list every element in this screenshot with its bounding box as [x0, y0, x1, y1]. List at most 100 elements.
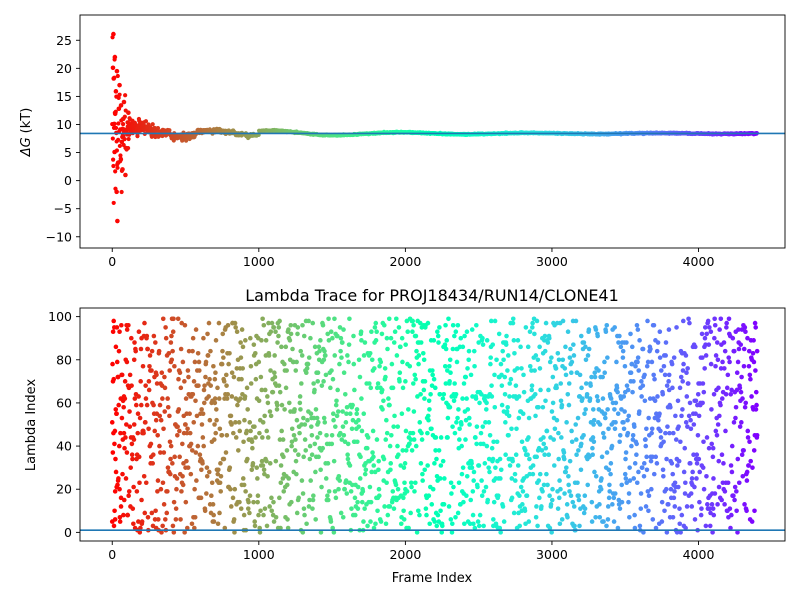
lambda-point [257, 430, 262, 436]
lambda-point [747, 372, 753, 378]
lambda-point [268, 329, 274, 335]
lambda-point [284, 482, 290, 488]
lambda-point [635, 355, 641, 360]
lambda-point [245, 506, 251, 511]
lambda-point [554, 417, 560, 423]
lambda-point [310, 497, 316, 503]
lambda-point [494, 357, 499, 363]
lambda-point [566, 482, 571, 488]
x-tick-label: 4000 [683, 254, 715, 269]
lambda-point [266, 320, 271, 326]
lambda-point [171, 316, 176, 322]
lambda-point [476, 523, 482, 529]
lambda-point [259, 458, 265, 464]
lambda-point [474, 322, 479, 328]
lambda-point [119, 372, 125, 378]
lambda-point [677, 521, 683, 527]
lambda-point [201, 387, 207, 393]
lambda-point [258, 508, 263, 514]
lambda-point [142, 510, 148, 516]
lambda-point [735, 530, 740, 535]
lambda-point [457, 426, 462, 432]
lambda-point [472, 363, 477, 369]
y-tick-label: 0 [64, 525, 72, 540]
lambda-point [309, 452, 315, 458]
lambda-point [708, 329, 714, 335]
lambda-point [320, 445, 326, 451]
lambda-point [135, 411, 141, 417]
lambda-point [695, 392, 701, 397]
delta-g-point [118, 103, 124, 108]
lambda-point [370, 450, 375, 455]
lambda-point [731, 348, 737, 354]
lambda-point [422, 396, 427, 401]
lambda-point [374, 329, 379, 335]
lambda-point [701, 389, 707, 395]
lambda-point [639, 394, 644, 399]
lambda-point [195, 443, 201, 449]
lambda-point [174, 486, 179, 492]
lambda-point [192, 359, 198, 365]
lambda-point [279, 428, 284, 434]
lambda-point [138, 379, 143, 384]
lambda-point [247, 420, 253, 425]
lambda-point [636, 469, 641, 475]
lambda-point [722, 366, 727, 371]
lambda-point [507, 394, 512, 399]
lambda-point [634, 322, 640, 328]
delta-g-point [150, 122, 155, 127]
lambda-point [585, 482, 591, 488]
lambda-point [359, 396, 364, 401]
lambda-point [233, 325, 238, 330]
lambda-point [515, 338, 521, 343]
lambda-point [438, 508, 443, 514]
lambda-point [138, 402, 144, 408]
lambda-point [623, 456, 628, 462]
lambda-point [707, 523, 713, 529]
lambda-point [143, 383, 148, 388]
lambda-point [401, 517, 407, 522]
lambda-point [199, 422, 205, 427]
lambda-point [679, 413, 684, 419]
lambda-point [677, 506, 682, 511]
lambda-point [735, 456, 741, 462]
lambda-point [301, 415, 306, 421]
lambda-point [498, 476, 503, 481]
lambda-point [241, 482, 247, 488]
lambda-point [723, 428, 728, 434]
lambda-point [305, 361, 311, 367]
lambda-point [362, 340, 368, 345]
lambda-point [447, 363, 452, 369]
lambda-point [384, 417, 389, 423]
lambda-point [448, 480, 454, 486]
lambda-point [594, 394, 600, 399]
lambda-point [463, 417, 469, 423]
delta-g-point [123, 172, 128, 178]
lambda-point [170, 523, 176, 529]
lambda-point [684, 394, 690, 399]
lambda-point [336, 473, 342, 479]
lambda-point [637, 338, 642, 343]
lambda-point [248, 381, 254, 386]
lambda-point [182, 530, 187, 535]
lambda-point [713, 428, 719, 434]
lambda-point [332, 489, 338, 494]
lambda-point [565, 514, 570, 520]
lambda-point [296, 495, 301, 501]
lambda-point [110, 329, 116, 335]
lambda-point [644, 454, 649, 460]
lambda-point [700, 355, 705, 360]
lambda-point [167, 439, 173, 445]
lambda-point [724, 320, 729, 326]
lambda-point [151, 402, 156, 408]
lambda-point [118, 495, 124, 501]
lambda-point [754, 432, 760, 438]
lambda-point [466, 415, 472, 421]
lambda-point [460, 344, 466, 350]
lambda-point [666, 372, 672, 378]
lambda-point [569, 439, 575, 445]
lambda-point [255, 335, 261, 341]
lambda-point [406, 407, 411, 412]
lambda-point [269, 320, 275, 326]
lambda-point [543, 445, 549, 451]
